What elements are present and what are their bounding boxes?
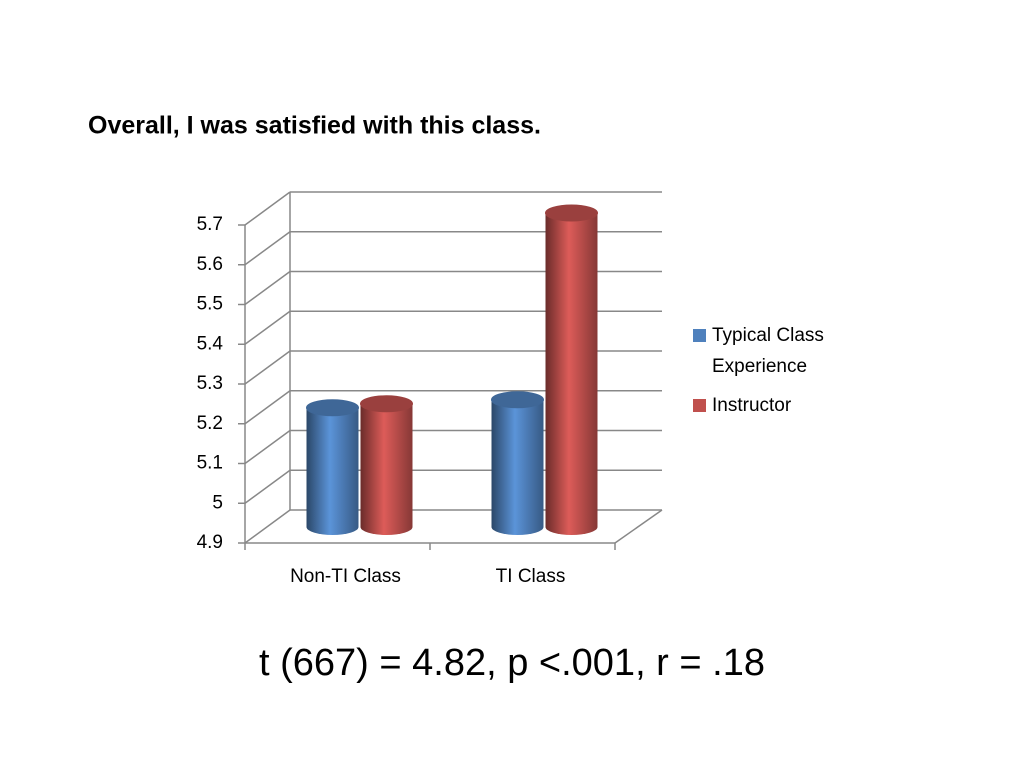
legend-label: Instructor bbox=[712, 395, 792, 416]
floor-edge bbox=[614, 509, 663, 544]
y-tick-label: 5.3 bbox=[197, 373, 223, 394]
legend: Typical Class Experience Instructor bbox=[688, 320, 858, 429]
legend-swatch bbox=[693, 399, 706, 412]
bar bbox=[545, 212, 598, 535]
y-tick-label: 5.7 bbox=[197, 214, 223, 235]
y-tick-label: 5.5 bbox=[197, 294, 223, 315]
grid-line-side bbox=[244, 231, 291, 266]
x-tick-label: TI Class bbox=[496, 566, 566, 587]
bar-top bbox=[360, 395, 413, 413]
bar bbox=[360, 403, 413, 535]
annotation: t (667) = 4.82, p <.001, r = .18 bbox=[259, 642, 765, 684]
chart-title: Overall, I was satisfied with this class… bbox=[88, 112, 541, 140]
y-tick-label: 5.6 bbox=[197, 254, 223, 275]
y-tick-label: 5 bbox=[212, 492, 223, 513]
grid-line-side bbox=[244, 191, 291, 226]
grid-line-side bbox=[244, 270, 291, 306]
legend-item: Instructor bbox=[688, 390, 858, 421]
bar-top bbox=[491, 391, 544, 409]
legend-item: Typical Class Experience bbox=[688, 320, 858, 382]
grid-line-side bbox=[244, 390, 291, 425]
y-tick-label: 5.2 bbox=[197, 413, 223, 434]
y-tick-label: 5.1 bbox=[197, 453, 223, 474]
grid-line-side bbox=[244, 350, 291, 385]
y-tick-label: 4.9 bbox=[197, 532, 223, 553]
bar-top bbox=[545, 204, 598, 222]
legend-swatch bbox=[693, 329, 706, 342]
bar bbox=[306, 407, 359, 535]
y-tick-label: 5.4 bbox=[197, 333, 224, 354]
grid-line-side bbox=[244, 469, 291, 504]
bar bbox=[491, 399, 544, 535]
grid-line-side bbox=[244, 429, 291, 465]
grid-line-side bbox=[244, 310, 291, 345]
grid-line-side bbox=[244, 509, 291, 544]
bar-top bbox=[306, 399, 359, 417]
legend-label: Typical Class Experience bbox=[712, 325, 824, 377]
x-tick-label: Non-TI Class bbox=[290, 566, 401, 587]
